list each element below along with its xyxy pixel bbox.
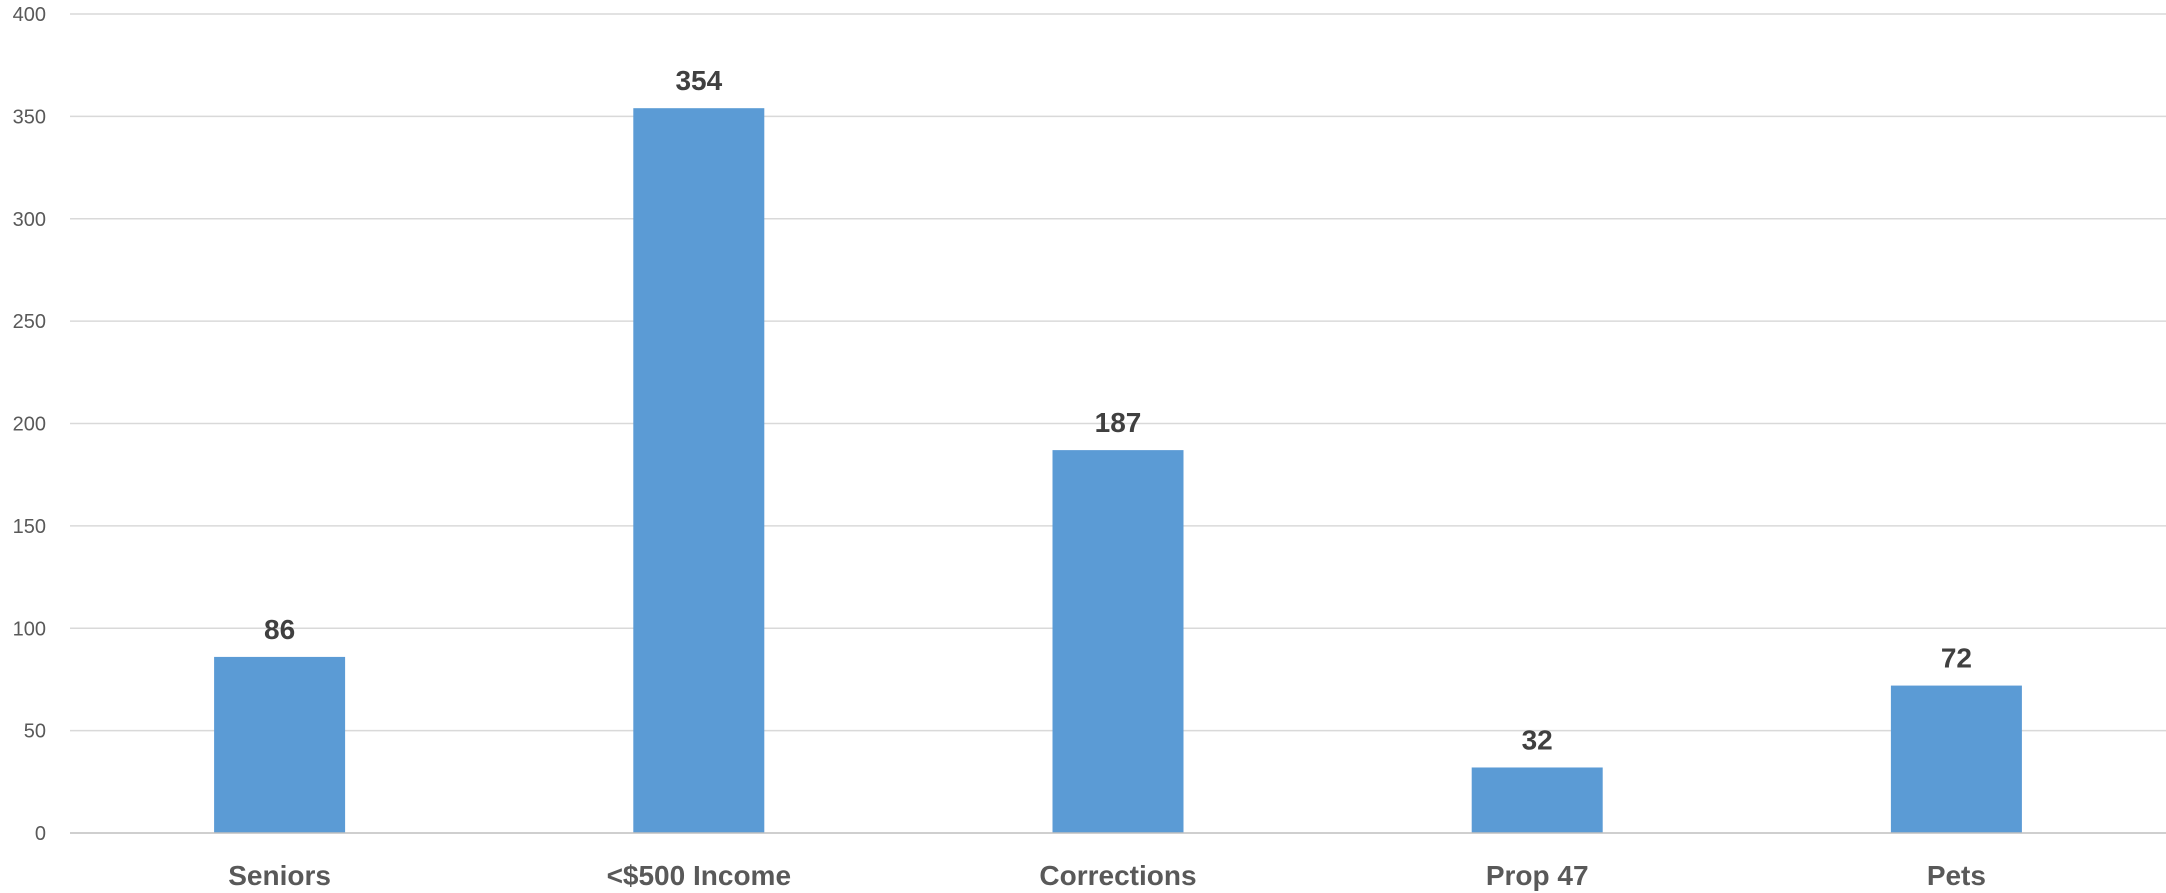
- data-label-pets: 72: [1941, 643, 1972, 674]
- x-tick-label-corrections: Corrections: [1039, 860, 1196, 891]
- y-tick-label-0: 0: [35, 823, 46, 845]
- y-tick-label-200: 200: [13, 414, 46, 436]
- bar-pets: [1890, 685, 2022, 833]
- x-tick-label-pets: Pets: [1927, 860, 1986, 891]
- data-label-prop-47: 32: [1522, 724, 1553, 755]
- bars: [214, 108, 2022, 833]
- data-label-500-income: 354: [675, 65, 722, 96]
- y-tick-label-150: 150: [13, 516, 46, 538]
- bar-prop-47: [1471, 767, 1603, 833]
- x-tick-label-seniors: Seniors: [228, 860, 331, 891]
- x-tick-label-prop-47: Prop 47: [1486, 860, 1589, 891]
- y-tick-label-300: 300: [13, 209, 46, 231]
- y-tick-label-50: 50: [24, 721, 46, 743]
- y-tick-label-350: 350: [13, 106, 46, 128]
- bar-seniors: [214, 656, 346, 833]
- bar-500-income: [633, 108, 765, 833]
- y-tick-label-400: 400: [13, 4, 46, 26]
- labels: 0 50 100 150 200 250 300 350 400 86 Seniors 354 <$50…: [13, 4, 1986, 891]
- data-label-seniors: 86: [264, 614, 295, 645]
- y-tick-label-100: 100: [13, 618, 46, 640]
- bar-corrections: [1052, 450, 1184, 833]
- data-label-corrections: 187: [1095, 407, 1142, 438]
- x-tick-label-500-income: <$500 Income: [607, 860, 791, 891]
- y-tick-label-250: 250: [13, 311, 46, 333]
